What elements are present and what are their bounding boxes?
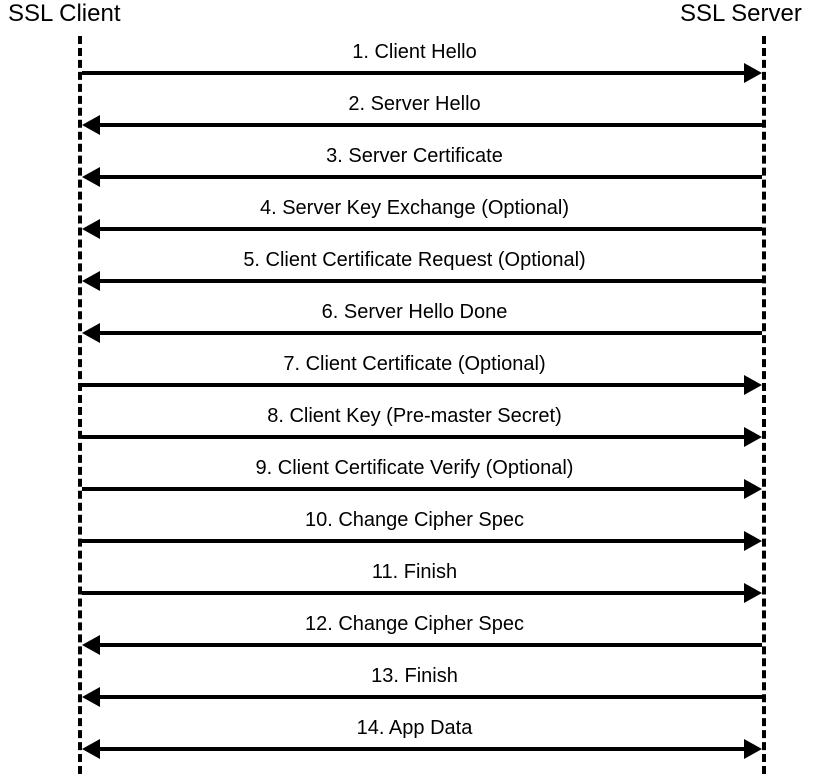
message-row: 5. Client Certificate Request (Optional) (0, 248, 829, 300)
arrow-line (96, 123, 762, 127)
arrow-right-icon (744, 583, 762, 603)
message-row: 13. Finish (0, 664, 829, 716)
message-label: 10. Change Cipher Spec (0, 509, 829, 532)
arrow-line (96, 643, 762, 647)
arrow-line (96, 175, 762, 179)
arrow-left-icon (82, 115, 100, 135)
message-row: 3. Server Certificate (0, 144, 829, 196)
arrow-left-icon (82, 219, 100, 239)
arrow-line (82, 435, 748, 439)
message-row: 8. Client Key (Pre-master Secret) (0, 404, 829, 456)
arrow-line (96, 331, 762, 335)
actor-server-label: SSL Server (680, 0, 802, 28)
arrow-right-icon (744, 427, 762, 447)
message-label: 13. Finish (0, 665, 829, 688)
message-label: 4. Server Key Exchange (Optional) (0, 197, 829, 220)
message-row: 7. Client Certificate (Optional) (0, 352, 829, 404)
message-label: 7. Client Certificate (Optional) (0, 353, 829, 376)
arrow-line (96, 279, 762, 283)
arrow-left-icon (82, 167, 100, 187)
arrow-line (96, 227, 762, 231)
arrow-line (82, 71, 748, 75)
actor-client-label: SSL Client (8, 0, 121, 28)
message-label: 9. Client Certificate Verify (Optional) (0, 457, 829, 480)
arrow-line (82, 383, 748, 387)
message-label: 1. Client Hello (0, 41, 829, 64)
message-label: 2. Server Hello (0, 93, 829, 116)
arrow-right-icon (744, 739, 762, 759)
arrow-line (96, 747, 748, 751)
message-row: 6. Server Hello Done (0, 300, 829, 352)
message-row: 10. Change Cipher Spec (0, 508, 829, 560)
arrow-left-icon (82, 635, 100, 655)
message-label: 11. Finish (0, 561, 829, 584)
message-label: 8. Client Key (Pre-master Secret) (0, 405, 829, 428)
arrow-right-icon (744, 531, 762, 551)
message-row: 11. Finish (0, 560, 829, 612)
message-row: 2. Server Hello (0, 92, 829, 144)
message-row: 14. App Data (0, 716, 829, 768)
message-row: 1. Client Hello (0, 40, 829, 92)
arrow-line (82, 487, 748, 491)
arrow-right-icon (744, 63, 762, 83)
arrow-line (82, 591, 748, 595)
arrow-line (96, 695, 762, 699)
arrow-right-icon (744, 375, 762, 395)
message-label: 3. Server Certificate (0, 145, 829, 168)
arrow-right-icon (744, 479, 762, 499)
arrow-left-icon (82, 739, 100, 759)
message-label: 14. App Data (0, 717, 829, 740)
arrow-left-icon (82, 323, 100, 343)
message-row: 12. Change Cipher Spec (0, 612, 829, 664)
message-row: 4. Server Key Exchange (Optional) (0, 196, 829, 248)
message-label: 6. Server Hello Done (0, 301, 829, 324)
ssl-sequence-diagram: SSL Client SSL Server 1. Client Hello 2. … (0, 0, 829, 781)
message-label: 12. Change Cipher Spec (0, 613, 829, 636)
arrow-left-icon (82, 687, 100, 707)
message-row: 9. Client Certificate Verify (Optional) (0, 456, 829, 508)
message-label: 5. Client Certificate Request (Optional) (0, 249, 829, 272)
arrow-left-icon (82, 271, 100, 291)
arrow-line (82, 539, 748, 543)
